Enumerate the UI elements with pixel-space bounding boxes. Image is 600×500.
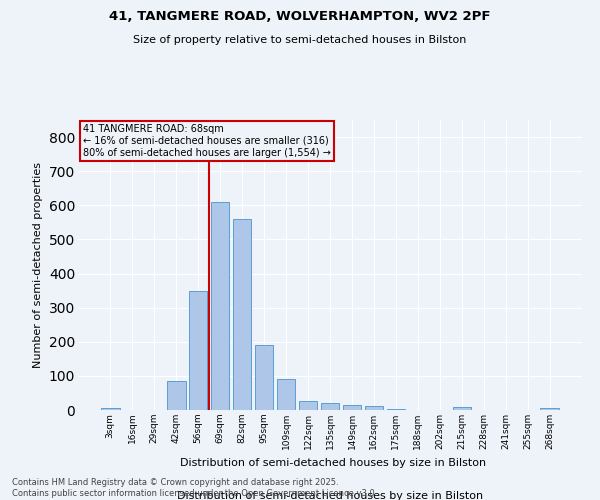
- Bar: [101, 408, 119, 410]
- Text: 41, TANGMERE ROAD, WOLVERHAMPTON, WV2 2PF: 41, TANGMERE ROAD, WOLVERHAMPTON, WV2 2P…: [109, 10, 491, 23]
- Bar: [167, 381, 185, 410]
- Bar: [233, 219, 251, 410]
- Text: Distribution of semi-detached houses by size in Bilston: Distribution of semi-detached houses by …: [180, 458, 486, 468]
- X-axis label: Distribution of semi-detached houses by size in Bilston: Distribution of semi-detached houses by …: [177, 491, 483, 500]
- Text: Size of property relative to semi-detached houses in Bilston: Size of property relative to semi-detach…: [133, 35, 467, 45]
- Text: 41 TANGMERE ROAD: 68sqm
← 16% of semi-detached houses are smaller (316)
80% of s: 41 TANGMERE ROAD: 68sqm ← 16% of semi-de…: [83, 124, 331, 158]
- Bar: [277, 380, 295, 410]
- Bar: [386, 408, 405, 410]
- Bar: [189, 290, 208, 410]
- Bar: [541, 408, 559, 410]
- Bar: [343, 405, 361, 410]
- Bar: [365, 406, 383, 410]
- Bar: [320, 403, 340, 410]
- Bar: [452, 408, 471, 410]
- Bar: [299, 402, 317, 410]
- Y-axis label: Number of semi-detached properties: Number of semi-detached properties: [33, 162, 43, 368]
- Bar: [255, 345, 274, 410]
- Bar: [211, 202, 229, 410]
- Text: Contains HM Land Registry data © Crown copyright and database right 2025.
Contai: Contains HM Land Registry data © Crown c…: [12, 478, 377, 498]
